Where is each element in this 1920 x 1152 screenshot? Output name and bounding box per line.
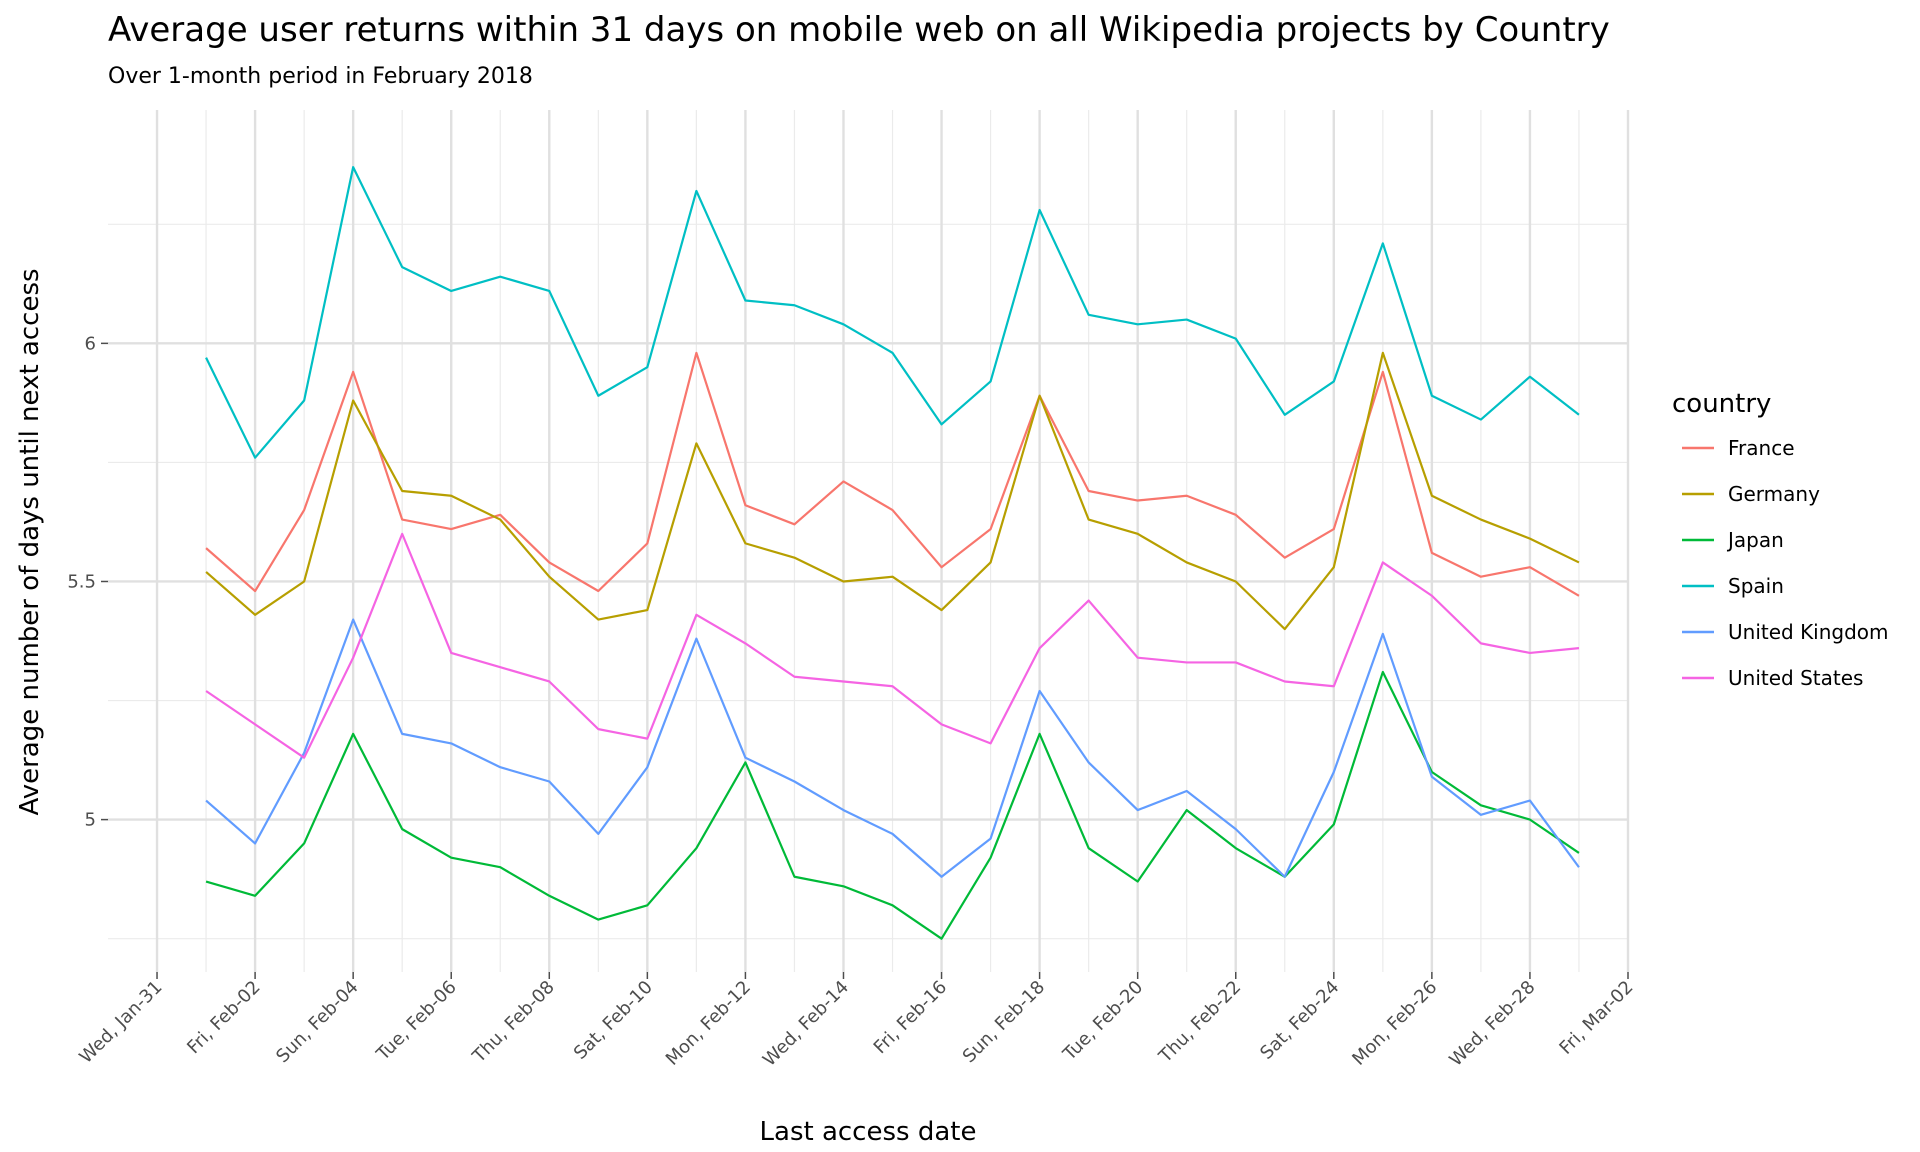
x-tick-label: Fri, Feb-16 (870, 977, 951, 1058)
y-axis-ticks: 55.56 (67, 333, 108, 831)
x-tick-label: Sun, Feb-18 (959, 977, 1049, 1067)
x-tick-label: Wed, Feb-28 (1445, 977, 1539, 1071)
x-tick-label: Sat, Feb-24 (1256, 977, 1343, 1064)
series-line-spain (205, 166, 1580, 459)
x-tick-label: Sat, Feb-10 (570, 977, 657, 1064)
x-tick-label: Thu, Feb-22 (1154, 977, 1245, 1068)
legend-label-united-states: United States (1728, 666, 1863, 690)
series-line-germany (205, 351, 1580, 631)
legend-title: country (1672, 389, 1771, 419)
x-tick-label: Tue, Feb-06 (372, 977, 461, 1066)
x-tick-label: Fri, Feb-02 (183, 977, 264, 1058)
x-tick-label: Sun, Feb-04 (272, 977, 362, 1067)
x-axis-title: Last access date (760, 1117, 977, 1147)
legend-label-germany: Germany (1728, 482, 1820, 506)
x-tick-label: Wed, Jan-31 (75, 977, 166, 1068)
legend-label-spain: Spain (1728, 574, 1784, 598)
x-tick-label: Mon, Feb-26 (1348, 977, 1441, 1070)
y-axis-title: Average number of days until next access (15, 268, 45, 815)
series-lines (205, 166, 1580, 940)
legend-label-france: France (1728, 436, 1795, 460)
y-tick-label: 5.5 (67, 571, 96, 592)
x-axis-ticks: Wed, Jan-31 Fri, Feb-02 Sun, Feb-04 Tue, Fe… (75, 972, 1638, 1071)
series-line-france (205, 351, 1580, 597)
grid-lines (108, 110, 1630, 972)
legend-items: France Germany Japan Spain United Kingdom Uni… (1682, 436, 1889, 690)
legend-label-japan: Japan (1726, 528, 1784, 552)
x-tick-label: Mon, Feb-12 (662, 977, 755, 1070)
x-tick-label: Wed, Feb-14 (759, 977, 853, 1071)
series-line-united-states (205, 532, 1580, 759)
series-line-united-kingdom (205, 618, 1580, 878)
legend: country France Germany Japan Spain United Ki… (1672, 389, 1889, 690)
x-tick-label: Thu, Feb-08 (468, 977, 559, 1068)
x-tick-label: Tue, Feb-20 (1058, 977, 1147, 1066)
chart-subtitle: Over 1-month period in February 2018 (108, 64, 533, 89)
series-line-japan (205, 670, 1580, 940)
chart-title: Average user returns within 31 days on m… (108, 10, 1610, 50)
x-tick-label: Fri, Mar-02 (1555, 977, 1637, 1059)
y-tick-label: 5 (85, 810, 96, 831)
y-tick-label: 6 (85, 333, 96, 354)
legend-label-united-kingdom: United Kingdom (1728, 620, 1889, 644)
